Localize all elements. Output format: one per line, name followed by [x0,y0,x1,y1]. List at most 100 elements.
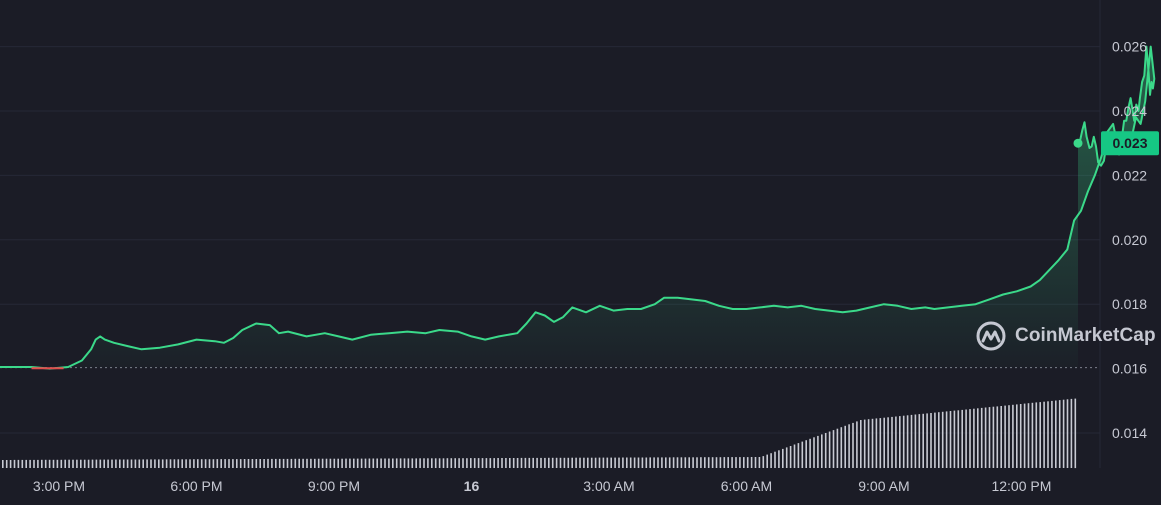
volume-bar [629,457,632,468]
volume-bar [485,458,488,468]
volume-bar [661,457,663,468]
y-tick-label: 0.026 [1112,39,1147,55]
volume-bar [614,457,616,468]
current-price-badge: 0.023 [1101,131,1159,156]
volume-bar [551,457,554,468]
volume-bar [220,459,222,468]
volume-bar [579,457,581,468]
volume-bar [766,454,768,468]
volume-bar [746,457,749,468]
volume-bar [325,458,328,468]
volume-bar [801,441,804,468]
current-price-badge-bg [1101,131,1159,156]
volume-bar [1043,401,1045,468]
volume-bar [431,458,433,468]
volume-bar [290,458,293,468]
volume-bar [887,417,889,468]
volume-bar [1074,398,1077,469]
volume-bar [438,458,441,468]
volume-bar [29,459,31,468]
volume-bar [458,458,460,468]
volume-bar [817,435,819,468]
volume-bar [434,458,437,468]
volume-bar [477,458,480,468]
volume-bar [930,413,932,468]
volume-bar [645,457,648,468]
volume-bar [376,458,378,468]
volume-bar [832,430,835,468]
volume-bar [856,421,858,468]
volume-bar [5,460,8,468]
volume-bar [711,457,714,468]
x-tick-label: 3:00 AM [583,478,634,494]
volume-bar [505,458,507,468]
volume-bar [934,412,936,468]
volume-bar [875,418,878,468]
volume-bar [739,457,741,468]
volume-bar [992,406,995,468]
volume-bar [470,458,472,468]
volume-bar [193,459,195,468]
volume-bar [388,458,390,468]
current-price-dot [1073,138,1083,148]
volume-bar [349,458,351,468]
volume-bar [259,459,261,468]
volume-bar [844,425,846,468]
price-line [0,45,1156,370]
x-tick-label: 9:00 AM [858,478,909,494]
volume-bar [672,457,675,468]
volume-bar [622,457,624,468]
volume-bar [158,459,160,468]
volume-bar [403,458,406,468]
volume-bar [271,458,273,468]
x-tick-label: 3:00 PM [33,478,85,494]
volume-bar [356,458,359,468]
watermark: CoinMarketCap [975,320,1156,352]
volume-bar [848,424,850,468]
volume-bar [548,457,550,468]
volume-bar [243,459,246,468]
volume-bar [555,457,558,468]
volume-bar [899,416,901,468]
volume-bar [462,458,464,468]
volume-bar [590,457,593,468]
volume-bar [68,459,70,468]
volume-bar [423,458,425,468]
volume-bar [676,457,679,468]
volume-bar [719,457,722,468]
volume-bar [21,459,24,468]
volume-bar [1039,402,1041,468]
volume-bar [333,458,336,468]
volume-bar [251,459,254,468]
volume-bar [544,457,546,468]
volume-bar [454,458,456,468]
volume-bar [384,458,386,468]
volume-bar [64,459,66,468]
volume-bar [306,458,308,468]
volume-bar [567,457,570,468]
volume-bar [60,459,63,468]
volume-bar [329,458,332,468]
volume-bar [680,457,683,468]
volume-bar [228,459,230,468]
volume-bar [879,418,882,469]
volume-bar [563,457,566,468]
volume-bar [707,457,710,468]
volume-bar [809,438,811,468]
volume-bar [602,457,605,468]
volume-bar [665,457,667,468]
volume-bar [618,457,620,468]
volume-bar [154,459,156,468]
volume-bar [610,457,612,468]
volume-bar [606,457,609,468]
current-price-label: 0.023 [1112,135,1147,151]
volume-bar [926,413,928,468]
price-line-path [0,45,1156,370]
volume-bars [2,398,1077,469]
volume-bar [1066,399,1069,468]
volume-bar [540,457,542,468]
volume-bar [516,458,519,468]
volume-bar [13,459,16,468]
volume-bar [33,459,35,468]
volume-bar [980,407,983,468]
